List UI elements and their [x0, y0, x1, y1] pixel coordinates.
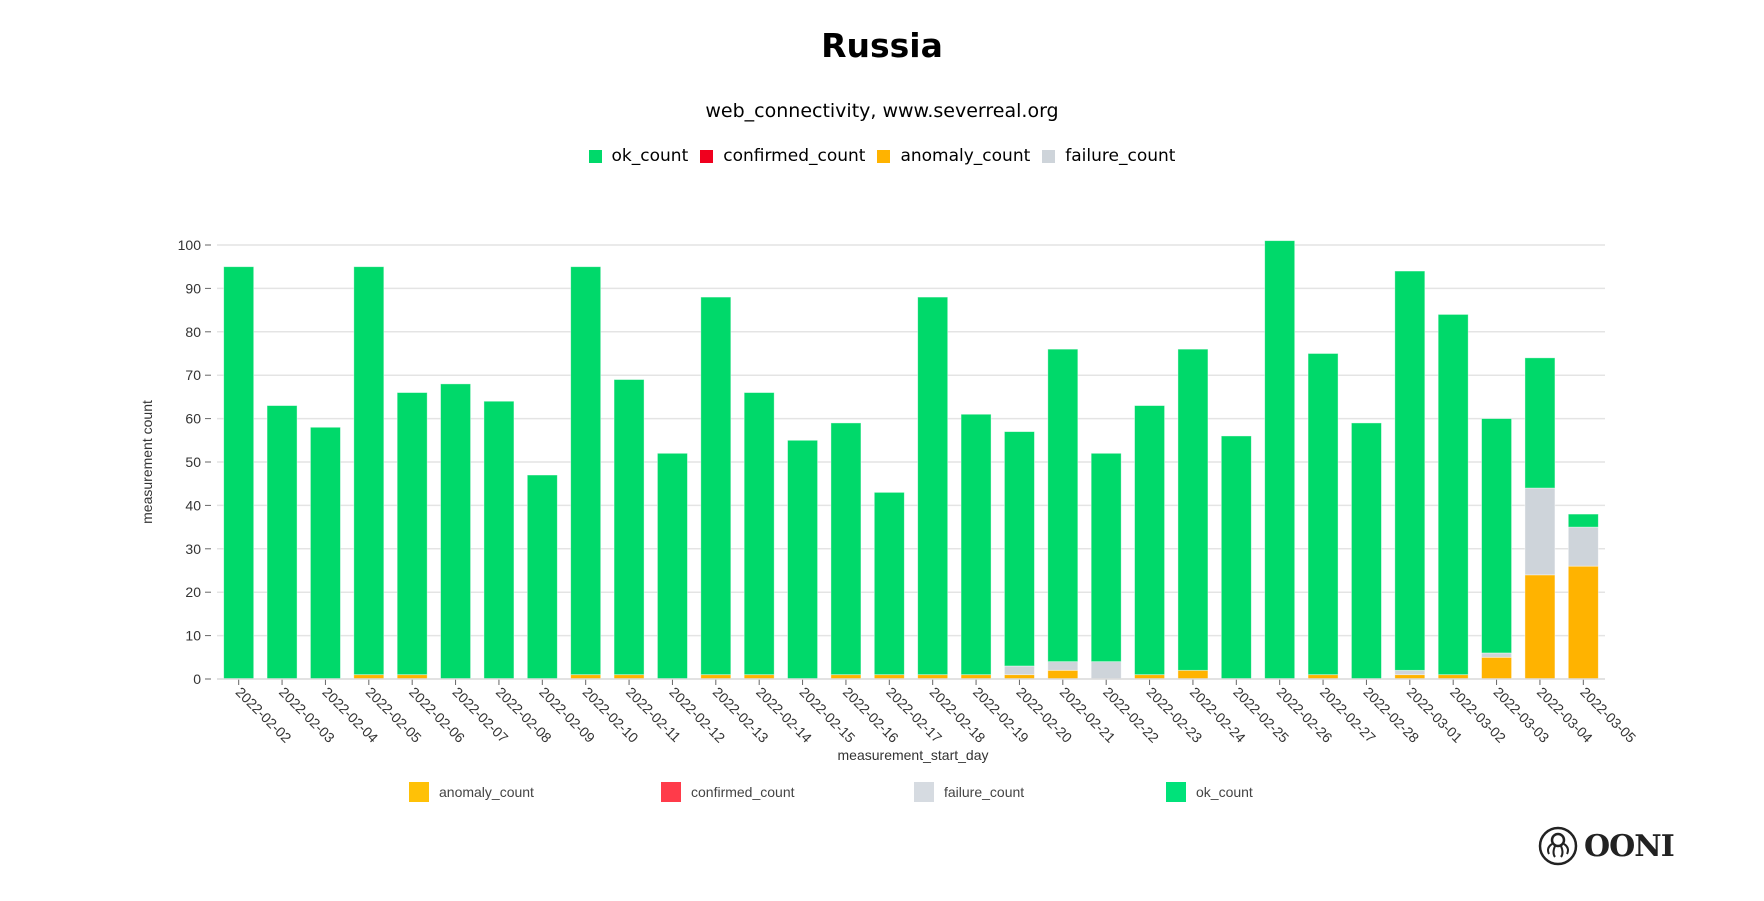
chart-title: Russia [821, 26, 943, 65]
legend-item-failure[interactable]: failure_count [1042, 146, 1175, 166]
legend-swatch [914, 782, 934, 802]
bar-ok-count-2022-02-21[interactable] [1047, 348, 1079, 663]
bar-ok-count-2022-02-06[interactable] [396, 392, 428, 676]
bar-ok-count-2022-02-07[interactable] [440, 383, 471, 680]
bar-ok-count-2022-02-23[interactable] [1134, 405, 1165, 676]
legend-swatch [877, 149, 891, 163]
legend-swatch [661, 782, 681, 802]
octopus-icon [1538, 826, 1578, 866]
y-tick-label: 50 [185, 454, 201, 470]
legend-swatch [409, 782, 429, 802]
bar-failure-count-2022-03-03[interactable] [1481, 652, 1512, 658]
y-tick-label: 100 [178, 237, 202, 253]
bar-ok-count-2022-02-27[interactable] [1307, 353, 1339, 676]
bar-ok-count-2022-02-25[interactable] [1220, 435, 1252, 680]
bar-ok-count-2022-02-15[interactable] [787, 439, 818, 680]
y-tick-label: 80 [185, 324, 201, 340]
logo-text: OONI [1584, 828, 1675, 864]
y-tick-label: 70 [185, 367, 201, 383]
y-tick-label: 40 [185, 497, 201, 513]
bar-ok-count-2022-02-24[interactable] [1177, 348, 1209, 671]
bar-failure-count-2022-03-05[interactable] [1567, 526, 1599, 567]
legend-label: failure_count [1065, 146, 1176, 166]
x-axis-label: measurement_start_day [838, 747, 989, 763]
legend-swatch [1166, 782, 1186, 802]
bar-failure-count-2022-02-21[interactable] [1047, 661, 1079, 671]
bar-anomaly-count-2022-02-21[interactable] [1047, 669, 1079, 680]
legend-label: confirmed_count [723, 146, 866, 166]
legend-swatch [700, 149, 714, 163]
bar-anomaly-count-2022-03-03[interactable] [1481, 656, 1512, 680]
bar-ok-count-2022-02-13[interactable] [700, 296, 732, 676]
bar-ok-count-2022-02-17[interactable] [873, 491, 905, 676]
top-legend: ok_count confirmed_count anomaly_count f… [0, 146, 1764, 166]
legend-label: confirmed_count [691, 784, 795, 800]
bar-ok-count-2022-02-28[interactable] [1351, 422, 1382, 680]
bar-anomaly-count-2022-02-24[interactable] [1177, 669, 1209, 680]
bar-ok-count-2022-02-16[interactable] [830, 422, 862, 676]
bar-ok-count-2022-02-04[interactable] [310, 426, 341, 680]
bar-ok-count-2022-02-12[interactable] [657, 452, 688, 680]
bar-ok-count-2022-03-01[interactable] [1394, 270, 1426, 671]
chart-subtitle: web_connectivity, www.severreal.org [705, 100, 1059, 122]
legend-item-anomaly[interactable]: anomaly_count [877, 146, 1030, 166]
bar-ok-count-2022-02-03[interactable] [266, 405, 298, 680]
legend-label: anomaly_count [900, 146, 1031, 166]
legend-label: ok_count [1196, 784, 1253, 800]
legend-label: anomaly_count [439, 784, 534, 800]
legend-item-confirmed[interactable]: confirmed_count [700, 146, 865, 166]
legend-swatch [588, 149, 602, 163]
bar-ok-count-2022-02-10[interactable] [570, 266, 602, 676]
bar-ok-count-2022-03-04[interactable] [1524, 357, 1556, 489]
bar-failure-count-2022-02-22[interactable] [1090, 661, 1122, 680]
legend-item-confirmed[interactable]: confirmed_count [661, 782, 795, 802]
legend-item-ok[interactable]: ok_count [588, 146, 689, 166]
bar-failure-count-2022-03-01[interactable] [1394, 669, 1426, 676]
bar-ok-count-2022-03-05[interactable] [1567, 513, 1599, 528]
bar-ok-count-2022-02-22[interactable] [1090, 452, 1122, 663]
y-tick-label: 30 [185, 541, 201, 557]
bar-failure-count-2022-03-04[interactable] [1524, 487, 1556, 576]
y-axis-label: measurement count [139, 400, 155, 524]
legend-label: failure_count [944, 784, 1025, 800]
legend-item-ok[interactable]: ok_count [1166, 782, 1253, 802]
y-tick-label: 20 [185, 584, 201, 600]
y-tick-label: 10 [185, 628, 201, 644]
bar-ok-count-2022-02-26[interactable] [1264, 240, 1296, 680]
bar-anomaly-count-2022-03-05[interactable] [1567, 565, 1599, 680]
bar-ok-count-2022-02-09[interactable] [526, 474, 558, 680]
bar-ok-count-2022-03-02[interactable] [1437, 314, 1469, 676]
bar-ok-count-2022-03-03[interactable] [1481, 418, 1512, 654]
legend-item-anomaly[interactable]: anomaly_count [409, 782, 534, 802]
bar-ok-count-2022-02-11[interactable] [613, 379, 645, 676]
y-tick-label: 60 [185, 411, 201, 427]
legend-label: ok_count [611, 146, 689, 166]
bar-failure-count-2022-02-20[interactable] [1004, 665, 1035, 676]
legend-item-failure[interactable]: failure_count [914, 782, 1024, 802]
y-tick-label: 90 [185, 280, 201, 296]
bar-ok-count-2022-02-19[interactable] [960, 413, 992, 676]
bar-ok-count-2022-02-18[interactable] [917, 296, 949, 676]
legend-swatch [1042, 149, 1056, 163]
y-tick-label: 0 [193, 671, 201, 687]
ooni-logo: OONI [1538, 826, 1675, 866]
bar-anomaly-count-2022-03-04[interactable] [1524, 574, 1556, 680]
bar-ok-count-2022-02-05[interactable] [353, 266, 385, 676]
bar-ok-count-2022-02-20[interactable] [1004, 431, 1035, 667]
bar-ok-count-2022-02-14[interactable] [743, 392, 775, 676]
bar-ok-count-2022-02-02[interactable] [223, 266, 255, 680]
bar-ok-count-2022-02-08[interactable] [483, 400, 515, 680]
